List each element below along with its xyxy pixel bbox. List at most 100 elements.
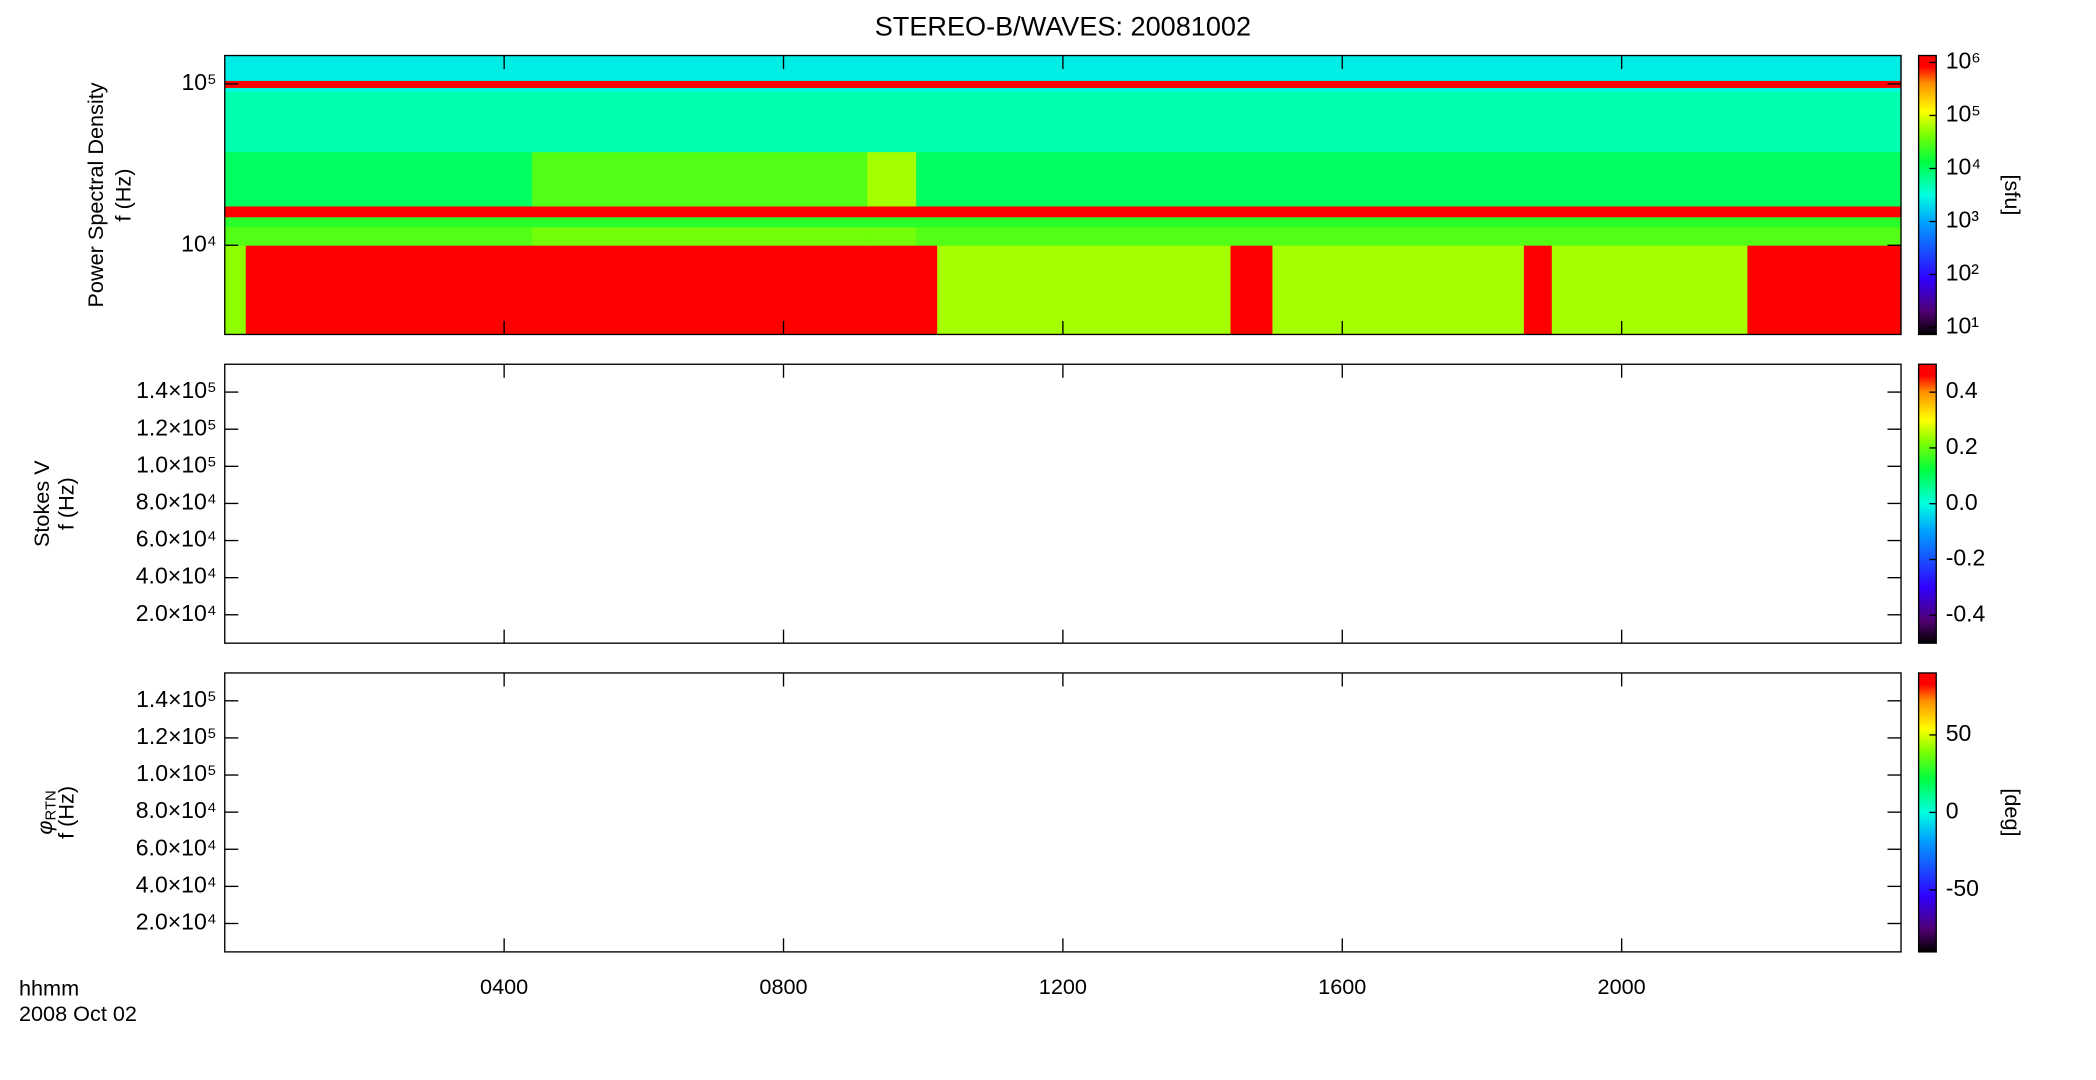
heatmap-cell — [1747, 226, 1902, 246]
heatmap-cell — [867, 151, 917, 207]
heatmap-cell — [1230, 206, 1273, 218]
y-axis-label: f (Hz) — [110, 169, 135, 222]
heatmap-cell — [245, 91, 435, 153]
heatmap-cell — [1747, 206, 1902, 218]
heatmap-cell — [1747, 55, 1902, 81]
y-axis-label: φRTN — [32, 790, 60, 834]
heatmap-cell — [916, 151, 938, 207]
heatmap-cell — [1747, 91, 1902, 153]
heatmap-cell — [532, 87, 868, 92]
heatmap-cell — [937, 245, 1231, 335]
heatmap-cell — [1523, 206, 1553, 218]
plot-frame — [224, 672, 1902, 953]
heatmap-cell — [224, 55, 247, 81]
heatmap-cell — [224, 206, 247, 218]
heatmap-cell — [1747, 216, 1902, 228]
heatmap-cell — [916, 91, 938, 153]
heatmap-cell — [916, 80, 938, 88]
heatmap-cell — [1230, 91, 1273, 153]
y-tick-label: 1.2×10⁵ — [136, 723, 217, 749]
chart-title: STEREO-B/WAVES: 20081002 — [875, 11, 1251, 42]
heatmap-cell — [1523, 216, 1553, 228]
y-tick-label: 8.0×10⁴ — [136, 797, 217, 823]
colorbar-tick-label: -0.4 — [1946, 600, 1986, 626]
y-tick-label: 10⁴ — [181, 230, 216, 256]
heatmap-cell — [867, 55, 917, 81]
heatmap-cell — [1230, 216, 1273, 228]
panel: 10⁴ 10⁵ Power Spectral Density f (Hz) 10¹ 10²… — [83, 48, 2025, 339]
heatmap-cell — [937, 87, 1231, 92]
y-tick-label: 2.0×10⁴ — [136, 909, 217, 935]
y-tick-label: 2.0×10⁴ — [136, 600, 217, 626]
colorbar-tick-label: 10² — [1946, 260, 1980, 286]
heatmap-cell — [867, 216, 917, 228]
heatmap-cell — [1272, 91, 1525, 153]
heatmap-cell — [1230, 245, 1273, 335]
heatmap-cell — [245, 55, 435, 81]
colorbar-tick-label: 10⁵ — [1946, 101, 1981, 127]
heatmap-cell — [916, 55, 938, 81]
heatmap-cell — [532, 91, 868, 153]
colorbar-tick-label: -0.2 — [1946, 545, 1986, 571]
heatmap-cell — [224, 245, 247, 335]
colorbar-label: [deg] — [2000, 788, 2025, 836]
heatmap-cell — [1551, 87, 1748, 92]
heatmap-cell — [224, 226, 247, 246]
heatmap-cell — [245, 206, 435, 218]
heatmap-cell — [532, 226, 868, 246]
heatmap-cell — [245, 226, 435, 246]
x-tick-label: 0800 — [759, 974, 807, 999]
colorbar-tick-label: 10¹ — [1946, 313, 1980, 339]
heatmap-cell — [532, 216, 868, 228]
x-tick-label: 2000 — [1598, 974, 1646, 999]
heatmap-cell — [1523, 226, 1553, 246]
heatmap-cell — [1747, 80, 1902, 88]
y-tick-label: 10⁵ — [182, 69, 217, 95]
y-tick-label: 1.2×10⁵ — [136, 414, 217, 440]
heatmap-cell — [937, 216, 1231, 228]
heatmap-cell — [867, 206, 917, 218]
heatmap-cell — [937, 55, 1231, 81]
colorbar-tick-label: 10³ — [1946, 207, 1980, 233]
heatmap-cell — [916, 87, 938, 92]
x-axis-label: hhmm — [19, 976, 79, 1001]
y-axis-label: Power Spectral Density — [83, 82, 108, 307]
heatmap-cell — [1551, 151, 1748, 207]
heatmap-cell — [224, 216, 247, 228]
heatmap-cell — [1523, 87, 1553, 92]
colorbar-tick-label: -50 — [1946, 875, 1979, 901]
heatmap-cell — [937, 226, 1231, 246]
heatmap-cell — [1272, 87, 1525, 92]
heatmap-cell — [1523, 80, 1553, 88]
heatmap-cell — [532, 151, 868, 207]
heatmap-cell — [224, 87, 247, 92]
x-tick-label: 1200 — [1039, 974, 1087, 999]
heatmap-cell — [916, 206, 938, 218]
heatmap-cell — [1523, 55, 1553, 81]
heatmap-cell — [1272, 151, 1525, 207]
x-tick-label: 1600 — [1318, 974, 1366, 999]
heatmap-cell — [532, 80, 868, 88]
y-tick-label: 8.0×10⁴ — [136, 489, 217, 515]
y-axis-label: Stokes V — [29, 460, 54, 547]
colorbar-tick-label: 0.4 — [1946, 377, 1978, 403]
heatmap-cell — [1551, 80, 1748, 88]
heatmap-cell — [867, 245, 917, 335]
heatmap-cell — [937, 91, 1231, 153]
y-label-symbol: φ — [32, 821, 57, 835]
y-label-subscript: RTN — [43, 790, 59, 820]
y-tick-label: 4.0×10⁴ — [136, 871, 217, 897]
y-tick-label: 6.0×10⁴ — [136, 834, 217, 860]
heatmap-cell — [1551, 206, 1748, 218]
colorbar-tick-label: 10⁶ — [1946, 48, 1981, 74]
heatmap-cell — [224, 91, 247, 153]
heatmap-cell — [1551, 226, 1748, 246]
heatmap-cell — [434, 91, 533, 153]
heatmap-cell — [1230, 55, 1273, 81]
heatmap-cell — [224, 151, 247, 207]
heatmap-cell — [1230, 226, 1273, 246]
heatmap-cell — [1230, 80, 1273, 88]
heatmap-cell — [1551, 55, 1748, 81]
